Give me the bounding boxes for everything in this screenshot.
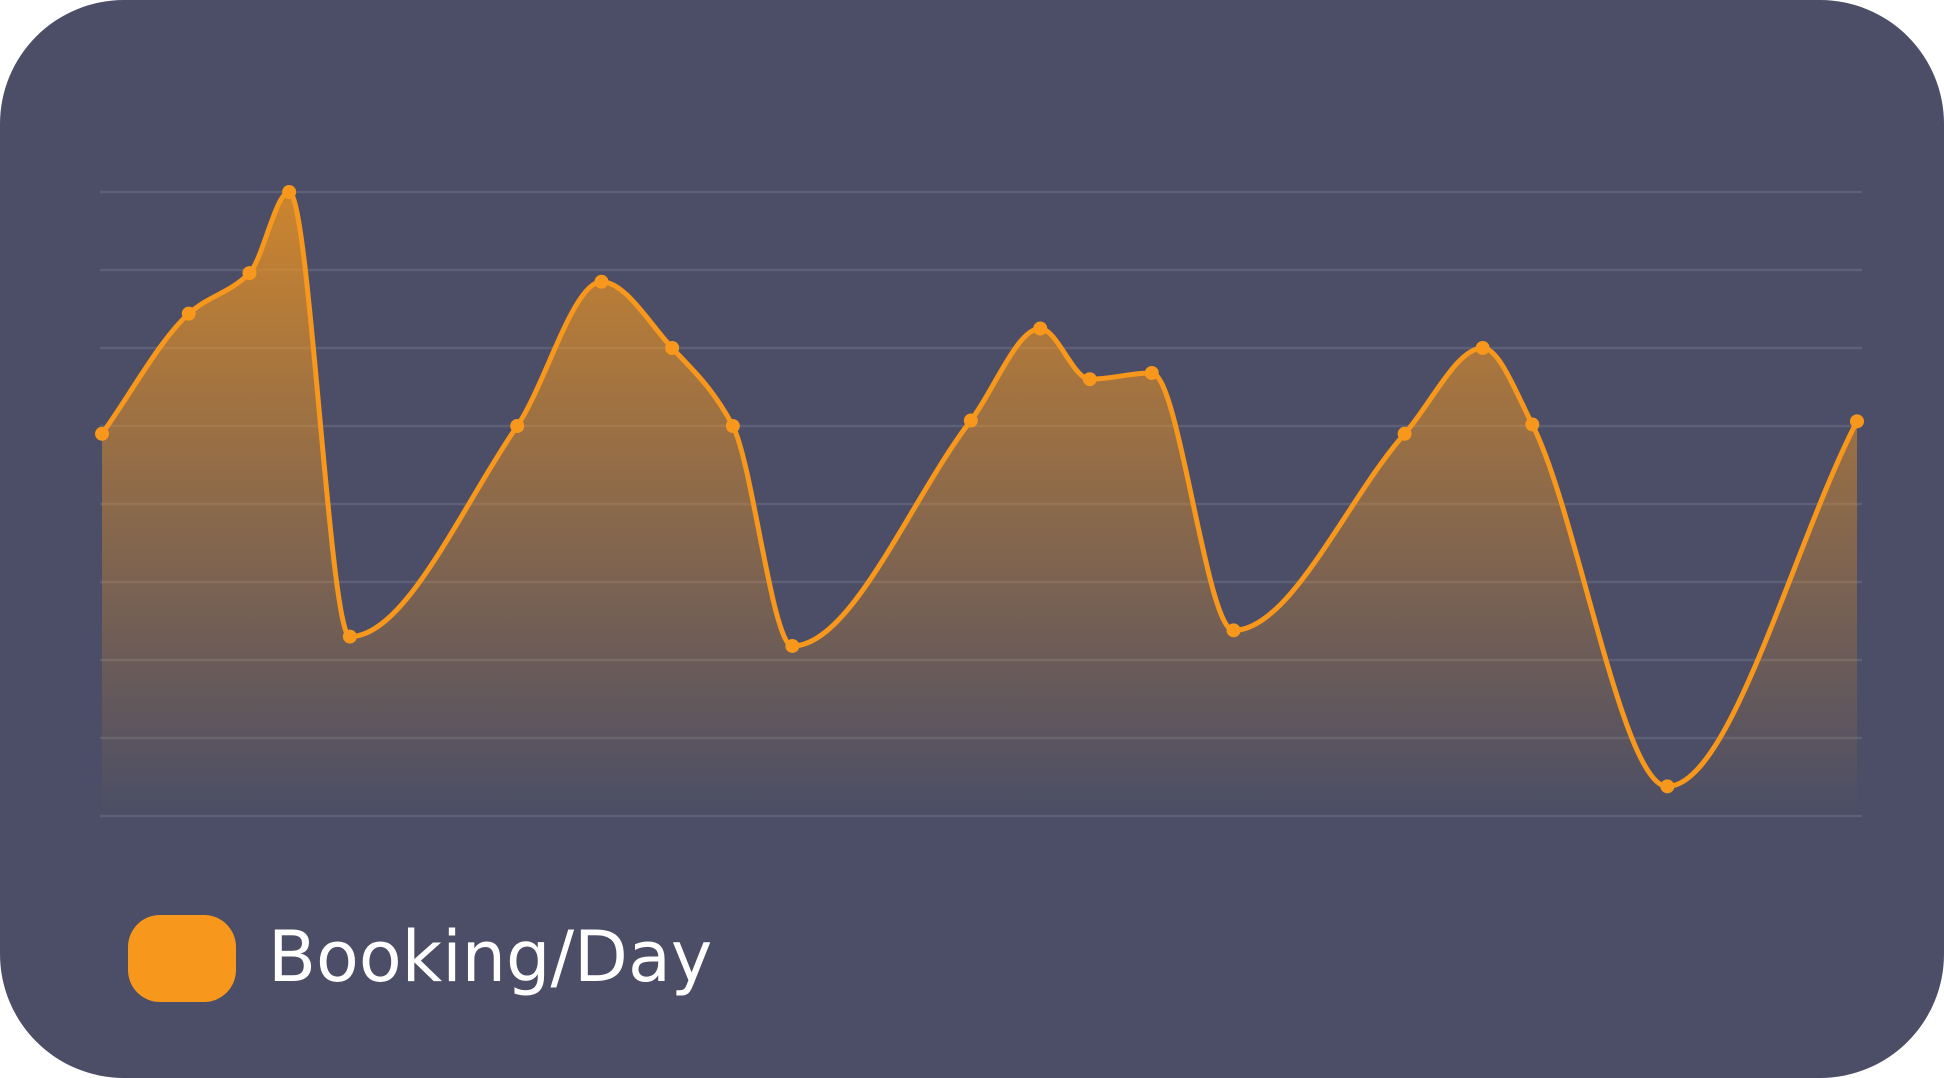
data-point (1144, 365, 1159, 380)
legend-swatch (128, 915, 236, 1002)
data-point (1475, 341, 1490, 355)
data-point (1397, 426, 1412, 441)
area-fill (102, 192, 1857, 816)
legend-label: Booking/Day (268, 916, 712, 998)
data-point (963, 413, 978, 428)
data-point (1850, 414, 1864, 429)
data-point (242, 266, 257, 281)
data-point (181, 306, 196, 321)
data-point (342, 629, 357, 644)
data-point (594, 274, 609, 289)
data-point (785, 638, 800, 653)
data-point (95, 426, 109, 441)
data-point (665, 341, 680, 355)
data-point (725, 419, 740, 433)
line (99, 189, 1860, 789)
data-point (1033, 321, 1048, 336)
data-point (510, 419, 525, 433)
data-point (282, 185, 297, 199)
data-point (1226, 623, 1241, 638)
data-point (1525, 417, 1540, 432)
data-point (1660, 779, 1675, 794)
data-point (1082, 372, 1097, 387)
